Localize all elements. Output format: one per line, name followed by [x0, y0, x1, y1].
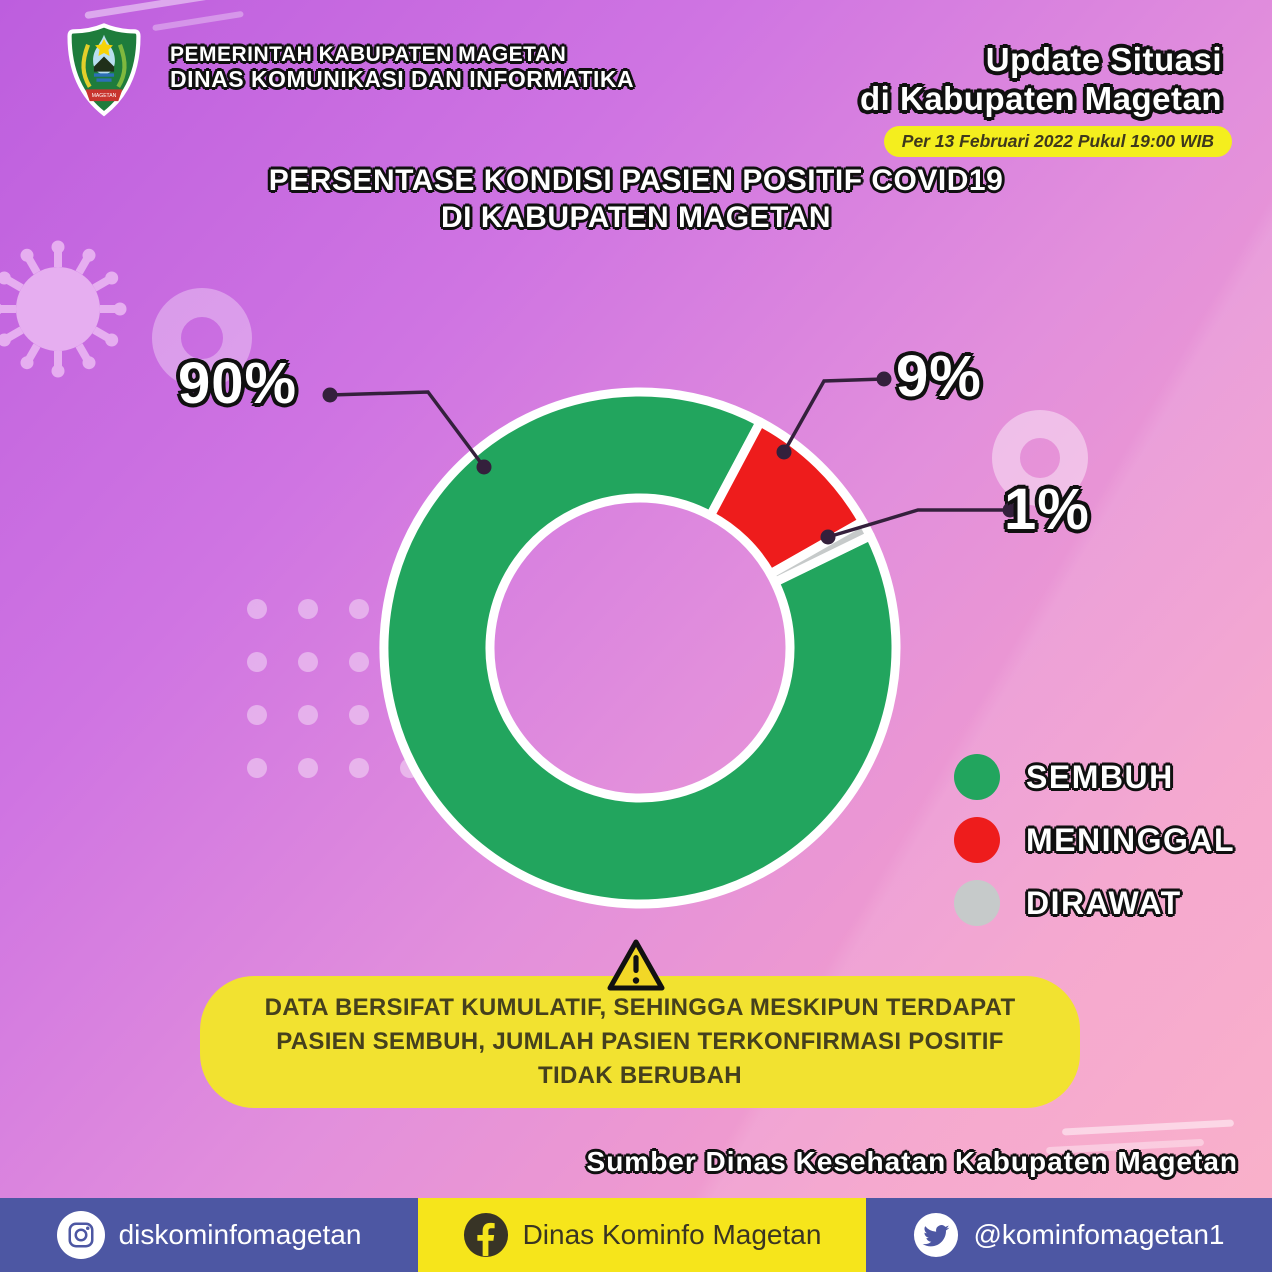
social-footer-bar: diskominfomagetan Dinas Kominfo Magetan …: [0, 1198, 1272, 1272]
chart-legend: SEMBUH MENINGGAL DIRAWAT: [954, 754, 1235, 926]
gov-org-name-line2: DINAS KOMUNIKASI DAN INFORMATIKA: [170, 66, 635, 92]
report-timestamp-pill: Per 13 Februari 2022 Pukul 19:00 WIB: [883, 126, 1232, 157]
dot-decoration: [298, 705, 318, 725]
dot-decoration: [349, 599, 369, 619]
warning-line3: TIDAK BERUBAH: [538, 1062, 742, 1089]
warning-line2: PASIEN SEMBUH, JUMLAH PASIEN TERKONFIRMA…: [276, 1028, 1004, 1055]
dot-decoration: [298, 758, 318, 778]
light-streak-top-left-1: [84, 0, 214, 20]
dot-decoration: [247, 599, 267, 619]
dot-decoration: [349, 758, 369, 778]
update-title-line2: di Kabupaten Magetan: [859, 80, 1222, 117]
legend-row-meninggal: MENINGGAL: [954, 817, 1235, 863]
twitter-handle: @kominfomagetan1: [973, 1219, 1225, 1250]
dot-decoration: [247, 758, 267, 778]
dot-decoration: [247, 652, 267, 672]
page-title: PERSENTASE KONDISI PASIEN POSITIF COVID1…: [0, 162, 1272, 236]
legend-swatch-dirawat: [954, 880, 1000, 926]
instagram-icon: [56, 1211, 105, 1259]
magetan-regency-emblem-logo: MAGETAN: [67, 23, 141, 117]
slice-label-sembuh-90: 90%: [178, 351, 298, 416]
facebook-icon: [463, 1212, 509, 1258]
report-timestamp: Per 13 Februari 2022 Pukul 19:00 WIB: [901, 131, 1214, 151]
slice-label-dirawat-1: 1%: [1004, 477, 1090, 542]
source-credit: Sumber Dinas Kesehatan Kabupaten Magetan: [586, 1146, 1238, 1177]
donut-slice-sembuh: [379, 387, 901, 909]
dot-decoration: [298, 652, 318, 672]
dot-decoration: [247, 705, 267, 725]
slice-label-meninggal-9: 9%: [896, 344, 982, 409]
legend-row-dirawat: DIRAWAT: [954, 880, 1235, 926]
light-streak-top-left-2: [152, 10, 244, 32]
light-streak-bottom-right-1: [1061, 1119, 1235, 1136]
footer-instagram-section: diskominfomagetan: [0, 1198, 418, 1272]
virus-silhouette-decoration: [0, 240, 127, 378]
legend-label-dirawat: DIRAWAT: [1026, 884, 1182, 921]
warning-triangle-icon: [607, 939, 665, 991]
gov-org-name-line1: PEMERINTAH KABUPATEN MAGETAN: [170, 43, 567, 66]
page-title-line2: DI KABUPATEN MAGETAN: [441, 201, 831, 234]
dot-decoration: [349, 652, 369, 672]
legend-swatch-sembuh: [954, 754, 1000, 800]
svg-text:MAGETAN: MAGETAN: [92, 93, 117, 99]
update-title-line1: Update Situasi: [985, 41, 1222, 78]
footer-twitter-section: @kominfomagetan1: [866, 1198, 1272, 1272]
legend-row-sembuh: SEMBUH: [954, 754, 1235, 800]
donut-chart: [360, 368, 920, 928]
dot-decoration: [298, 599, 318, 619]
facebook-page-name: Dinas Kominfo Magetan: [522, 1219, 822, 1250]
warning-line1: DATA BERSIFAT KUMULATIF, SEHINGGA MESKIP…: [264, 994, 1016, 1021]
legend-label-sembuh: SEMBUH: [1026, 758, 1174, 795]
page-title-line1: PERSENTASE KONDISI PASIEN POSITIF COVID1…: [268, 164, 1004, 197]
footer-facebook-section: Dinas Kominfo Magetan: [418, 1198, 866, 1272]
warning-note-box: DATA BERSIFAT KUMULATIF, SEHINGGA MESKIP…: [200, 976, 1080, 1108]
legend-label-meninggal: MENINGGAL: [1026, 821, 1236, 858]
dot-decoration: [349, 705, 369, 725]
instagram-handle: diskominfomagetan: [118, 1219, 362, 1250]
legend-swatch-meninggal: [954, 817, 1000, 863]
twitter-icon: [913, 1212, 959, 1258]
